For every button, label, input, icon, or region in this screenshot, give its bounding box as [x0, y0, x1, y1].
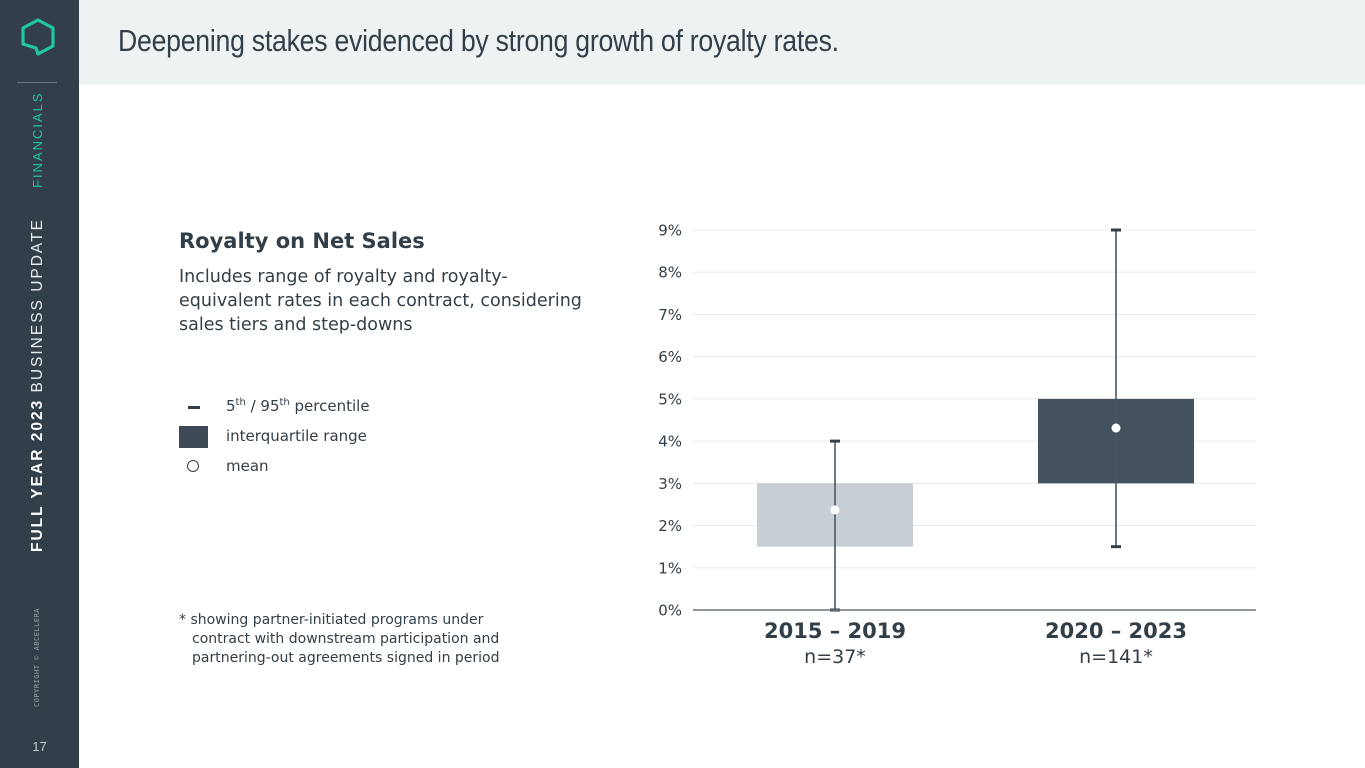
y-tick-label: 9% — [658, 222, 682, 240]
y-tick-label: 6% — [658, 348, 682, 366]
y-tick-label: 8% — [658, 264, 682, 282]
mean-marker — [830, 505, 840, 515]
x-category-label: 2015 – 2019 — [764, 619, 906, 643]
y-tick-label: 7% — [658, 306, 682, 324]
iqr-box-icon — [179, 426, 208, 448]
page-title: Deepening stakes evidenced by strong gro… — [118, 23, 839, 58]
y-tick-label: 2% — [658, 517, 682, 535]
footnote-line-1: * showing partner-initiated programs und… — [179, 612, 484, 628]
legend-item-iqr: interquartile range — [179, 426, 479, 448]
legend-label-iqr: interquartile range — [226, 427, 367, 445]
x-category-sublabel: n=37* — [804, 646, 866, 668]
percentile-dash-icon — [188, 406, 200, 409]
panel-title: Royalty on Net Sales — [179, 229, 425, 253]
panel-description: Includes range of royalty and royalty-eq… — [179, 267, 582, 335]
legend-p5: 5 — [226, 397, 236, 415]
legend-label-mean: mean — [226, 457, 269, 475]
mean-marker — [1111, 423, 1121, 433]
sidebar: FINANCIALS FULL YEAR 2023 BUSINESS UPDAT… — [0, 0, 79, 768]
legend-item-mean: mean — [179, 456, 479, 478]
y-tick-label: 0% — [658, 602, 682, 620]
y-tick-label: 3% — [658, 475, 682, 493]
legend-label-percentile: 5th / 95th percentile — [226, 397, 370, 415]
header: Deepening stakes evidenced by strong gro… — [79, 0, 1365, 85]
legend-sep: / — [245, 397, 261, 415]
x-category-label: 2020 – 2023 — [1045, 619, 1187, 643]
y-tick-label: 1% — [658, 559, 682, 577]
footnote-line-3: partnering-out agreements signed in peri… — [192, 650, 500, 666]
y-tick-label: 5% — [658, 390, 682, 408]
legend-p5-sup: th — [235, 397, 246, 408]
legend-item-percentile: 5th / 95th percentile — [179, 396, 479, 418]
footnote-line-2: contract with downstream participation a… — [192, 631, 500, 647]
legend-p95: 95 — [260, 397, 280, 415]
legend-percentile-text: percentile — [289, 397, 370, 415]
footnote: * showing partner-initiated programs und… — [179, 611, 539, 668]
legend-p95-sup: th — [279, 397, 290, 408]
y-tick-label: 4% — [658, 433, 682, 451]
sidebar-divider — [17, 82, 57, 83]
mean-circle-icon — [187, 460, 199, 472]
abcellera-logo-icon — [21, 18, 55, 56]
x-category-sublabel: n=141* — [1079, 646, 1153, 668]
page-number: 17 — [32, 739, 47, 754]
